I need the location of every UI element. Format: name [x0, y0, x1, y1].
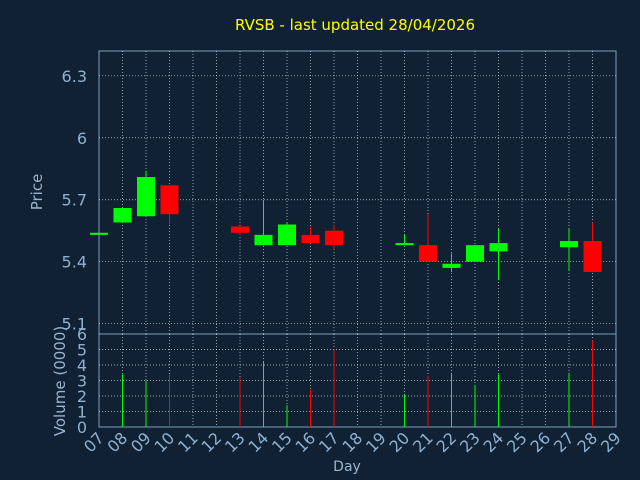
candle-body [583, 241, 602, 273]
volume-tick-label: 0 [77, 418, 87, 437]
volume-axis-label: Volume (0000) [51, 326, 69, 436]
candle-body [489, 243, 508, 252]
volume-tick-label: 6 [77, 325, 87, 344]
day-axis-label: Day [333, 459, 361, 475]
price-tick-label: 5.1 [62, 315, 87, 334]
price-tick-label: 6 [77, 129, 87, 148]
volume-tick-label: 3 [77, 372, 87, 391]
x-tick-labels: 0708091011121314151617181920212223242526… [80, 428, 625, 456]
candle-body [254, 234, 273, 246]
candle-body [301, 234, 320, 244]
candle-body [113, 207, 132, 223]
candle-body [231, 226, 249, 233]
volume-tick-label: 1 [77, 403, 87, 422]
candle-body [137, 177, 155, 217]
chart-title: RVSB - last updated 28/04/2026 [235, 16, 475, 34]
volume-tick-label: 4 [77, 356, 87, 375]
candle-body [90, 232, 108, 235]
candle-body [560, 241, 578, 248]
price-tick-label: 5.4 [62, 253, 87, 272]
candle-body [442, 263, 461, 268]
price-axis-label: Price [28, 174, 46, 211]
candle-body [466, 245, 484, 262]
price-tick-label: 5.7 [62, 191, 87, 210]
volume-tick-label: 5 [77, 341, 87, 360]
candle-body [419, 245, 437, 262]
price-panel: 5.1 5.4 5.7 6 6.3 [62, 50, 617, 335]
candle-body [160, 185, 179, 215]
price-tick-label: 6.3 [62, 67, 87, 86]
candle-body [325, 230, 343, 246]
candle-body [278, 224, 296, 246]
x-tick-label: 29 [597, 428, 625, 456]
candle-body [395, 243, 414, 246]
volume-tick-label: 2 [77, 387, 87, 406]
